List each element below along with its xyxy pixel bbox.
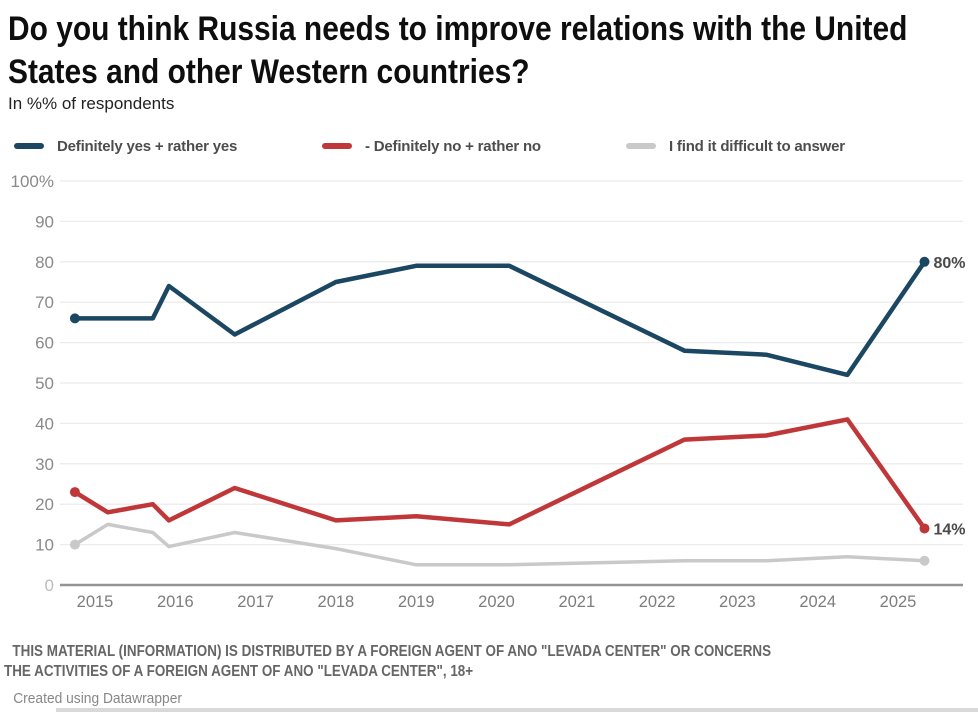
svg-text:14%: 14% [933,521,965,538]
legend-item-definitely-yes: Definitely yes + rather yes [14,136,237,156]
svg-text:2019: 2019 [398,593,435,611]
svg-text:2022: 2022 [639,593,676,611]
legend-swatch-no-line [322,143,352,149]
legend-swatch-difficult-line [626,143,656,149]
chart-subtitle: In %% of respondents [8,94,175,113]
chart-footer: THIS MATERIAL (INFORMATION) IS DISTRIBUT… [4,642,978,707]
legend-item-definitely-no: - Definitely no + rather no [322,136,541,156]
svg-text:2018: 2018 [318,593,355,611]
svg-text:80: 80 [35,253,54,272]
svg-text:2023: 2023 [719,593,756,611]
svg-text:2020: 2020 [478,593,515,611]
legend-label-definitely-no: - Definitely no + rather no [365,137,541,155]
legend-label-definitely-yes: Definitely yes + rather yes [57,137,238,155]
disclaimer-line-1: THIS MATERIAL (INFORMATION) IS DISTRIBUT… [12,643,772,660]
svg-text:2017: 2017 [237,593,274,611]
foreign-agent-disclaimer: THIS MATERIAL (INFORMATION) IS DISTRIBUT… [4,642,822,681]
svg-text:80%: 80% [933,255,965,272]
legend-label-difficult-to-answer: I find it difficult to answer [669,137,845,155]
svg-text:0: 0 [45,576,54,595]
relations-line-chart: 100% 90 80 70 60 50 40 30 20 10 0 2015 2016 2017 2018 2… [11,172,966,611]
svg-text:2021: 2021 [558,593,595,611]
datawrapper-attribution-link[interactable]: Created using Datawrapper [13,690,182,708]
svg-text:2016: 2016 [157,593,194,611]
disclaimer-line-2: THE ACTIVITIES OF A FOREIGN AGENT OF ANO… [4,662,474,680]
svg-text:70: 70 [35,293,54,312]
page-title: Do you think Russia needs to improve rel… [8,10,908,91]
svg-text:90: 90 [35,212,54,231]
svg-text:60: 60 [35,334,54,353]
svg-text:100%: 100% [11,172,54,191]
legend-item-difficult-to-answer: I find it difficult to answer [626,136,845,156]
svg-text:10: 10 [35,536,54,555]
chart-legend: Definitely yes + rather yes - Definitely… [0,136,978,158]
svg-text:2025: 2025 [880,593,917,611]
svg-text:40: 40 [35,414,54,433]
svg-text:30: 30 [35,455,54,474]
svg-text:2024: 2024 [799,593,836,611]
svg-text:50: 50 [35,374,54,393]
svg-text:2015: 2015 [77,593,114,611]
svg-text:20: 20 [35,495,54,514]
bottom-divider [56,708,978,712]
legend-swatch-yes-line [14,143,44,149]
